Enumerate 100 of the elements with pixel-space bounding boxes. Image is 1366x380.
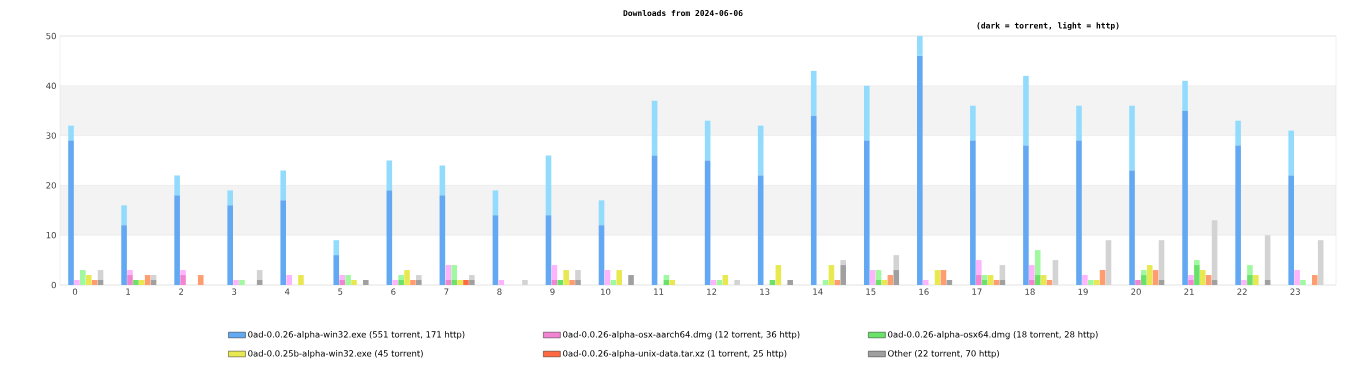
bar <box>1158 240 1165 281</box>
bar <box>492 190 499 216</box>
bar <box>975 260 982 276</box>
x-tick-label: 16 <box>919 288 929 295</box>
bar <box>628 275 634 285</box>
bar <box>840 265 847 285</box>
bar <box>1235 120 1241 146</box>
bar <box>1188 280 1194 285</box>
x-tick-label: 10 <box>601 288 611 295</box>
legend-label: 0ad-0.0.26-alpha-win32.exe (551 torrent, 171 http) <box>248 331 465 340</box>
bar <box>840 260 847 266</box>
bar <box>922 280 929 285</box>
x-tick-label: 4 <box>284 288 290 295</box>
bar <box>174 175 180 196</box>
bar <box>1247 265 1253 276</box>
bar <box>1182 110 1188 285</box>
bar <box>227 205 233 285</box>
bar <box>68 125 74 141</box>
bar <box>333 255 340 285</box>
x-tick-label: 21 <box>1184 288 1194 295</box>
legend-label: Other (22 torrent, 70 http) <box>888 350 999 359</box>
bar <box>404 270 410 285</box>
x-tick-label: 2 <box>179 288 183 295</box>
x-tick-label: 18 <box>1025 288 1035 295</box>
bar <box>1129 105 1135 171</box>
bar <box>333 240 340 256</box>
x-tick-label: 0 <box>72 288 78 295</box>
bar <box>1076 105 1082 141</box>
bar <box>416 275 422 281</box>
x-tick-label: 9 <box>550 288 555 295</box>
bar <box>575 270 581 281</box>
bar <box>917 36 923 56</box>
legend-label: 0ad-0.0.25b-alpha-win32.exe (45 torrent) <box>248 350 423 359</box>
x-tick-label: 8 <box>497 288 502 295</box>
bar <box>1211 220 1218 281</box>
bar <box>298 275 304 285</box>
bar <box>227 190 233 206</box>
bar <box>286 275 292 285</box>
bar <box>1023 145 1029 285</box>
bar <box>180 275 186 285</box>
bar <box>651 100 658 156</box>
bar <box>563 270 569 285</box>
x-tick-label: 1 <box>126 288 130 295</box>
bar <box>127 270 133 276</box>
bar <box>917 55 923 285</box>
bar <box>1288 130 1294 176</box>
bar <box>121 205 127 226</box>
x-tick-label: 14 <box>813 288 823 295</box>
bar <box>810 70 817 116</box>
bar <box>757 175 764 285</box>
bar <box>598 200 605 226</box>
bar <box>616 270 623 285</box>
bar <box>280 170 287 201</box>
bar <box>1129 170 1135 285</box>
x-tick-label: 5 <box>338 288 343 295</box>
bar <box>1294 270 1300 285</box>
bar <box>893 255 900 271</box>
bar <box>121 225 127 285</box>
x-tick-label: 11 <box>654 288 664 295</box>
x-tick-label: 7 <box>444 288 449 295</box>
x-tick-label: 3 <box>232 288 237 295</box>
y-tick-label: 30 <box>46 132 56 139</box>
legend-label: 0ad-0.0.26-alpha-osx64.dmg (18 torrent, 28 http) <box>888 331 1098 340</box>
x-tick-label: 20 <box>1131 288 1141 295</box>
bar <box>469 275 475 281</box>
bar <box>68 140 74 285</box>
bar <box>1034 250 1041 276</box>
x-tick-label: 13 <box>760 288 770 295</box>
x-tick-label: 6 <box>391 288 396 295</box>
bar <box>1182 80 1188 111</box>
bar <box>787 280 793 285</box>
bar <box>439 195 446 285</box>
y-tick-label: 10 <box>46 232 56 239</box>
bar <box>1023 75 1029 146</box>
bar <box>386 190 393 285</box>
bar <box>1288 175 1294 285</box>
bar <box>970 140 976 285</box>
x-tick-label: 15 <box>866 288 876 295</box>
y-tick-label: 20 <box>46 182 56 189</box>
x-tick-label: 23 <box>1290 288 1300 295</box>
y-tick-label: 40 <box>46 82 56 89</box>
legend-label: 0ad-0.0.26-alpha-unix-data.tar.xz (1 torrent, 25 http) <box>563 350 787 359</box>
bar <box>863 140 870 285</box>
x-tick-label: 12 <box>707 288 717 295</box>
bar <box>863 85 870 141</box>
bar <box>545 215 552 285</box>
bar <box>180 270 186 276</box>
bar <box>810 115 817 285</box>
bar <box>1194 260 1200 266</box>
bar <box>970 105 976 141</box>
bar <box>1264 235 1271 281</box>
bar <box>439 165 446 196</box>
bar <box>280 200 287 285</box>
bar <box>492 215 499 285</box>
y-tick-label: 50 <box>46 32 56 40</box>
x-tick-label: 19 <box>1078 288 1088 295</box>
y-tick-label: 0 <box>51 281 56 289</box>
bar <box>362 280 369 285</box>
bar <box>1076 140 1082 285</box>
legend-label: 0ad-0.0.26-alpha-osx-aarch64.dmg (12 torrent, 36 http) <box>563 331 800 340</box>
